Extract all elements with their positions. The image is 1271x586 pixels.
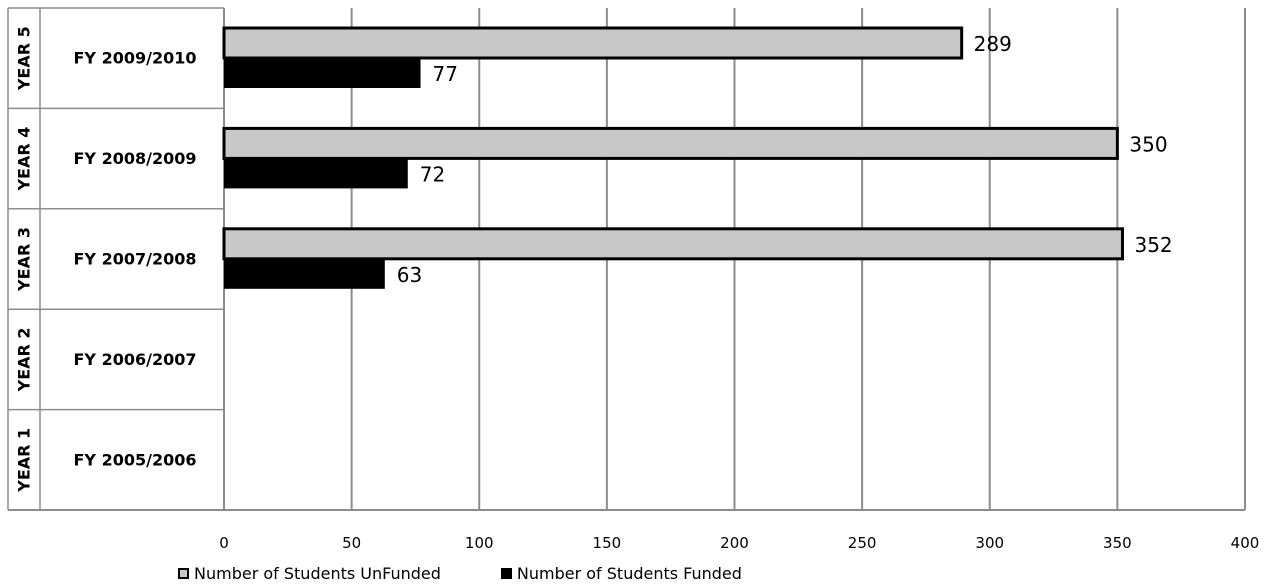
x-tick-label: 150: [593, 534, 622, 552]
data-label: 289: [974, 32, 1012, 56]
category-fy-label: FY 2008/2009: [74, 149, 197, 168]
x-tick-label: 350: [1103, 534, 1132, 552]
legend-item-funded: Number of Students Funded: [500, 564, 742, 583]
category-year-label: YEAR 2: [15, 327, 34, 392]
category-axis: YEAR 5 FY 2009/2010 YEAR 4 FY 2008/2009 YEAR…: [7, 7, 224, 511]
bar-unfunded: [222, 126, 1119, 160]
data-label: 352: [1134, 233, 1172, 257]
data-label: 350: [1129, 132, 1167, 156]
x-tick-label: 0: [219, 534, 229, 552]
category-year-label: YEAR 1: [15, 428, 34, 493]
legend-item-unfunded: Number of Students UnFunded: [178, 564, 441, 583]
category-year-label: YEAR 5: [15, 26, 34, 91]
x-tick-label: 200: [720, 534, 749, 552]
category-fy-label: FY 2009/2010: [74, 49, 197, 68]
category-fy-label: FY 2005/2006: [74, 450, 197, 469]
data-label: 72: [420, 162, 445, 186]
legend-swatch-funded: [500, 568, 512, 579]
legend-label-unfunded: Number of Students UnFunded: [194, 564, 441, 583]
category-year-label: YEAR 3: [15, 227, 34, 292]
legend-swatch-unfunded: [178, 568, 189, 579]
bar-chart: YEAR 5 FY 2009/2010 YEAR 4 FY 2008/2009 YEAR…: [7, 7, 1259, 552]
x-tick-label: 50: [342, 534, 361, 552]
bar-funded: [224, 258, 385, 289]
bar-unfunded: [222, 227, 1124, 261]
data-label: 77: [433, 62, 458, 86]
category-fy-label: FY 2007/2008: [74, 250, 197, 269]
bar-unfunded: [222, 26, 964, 60]
category-fy-label: FY 2006/2007: [74, 350, 197, 369]
bar-funded: [224, 158, 408, 189]
bars: 289 77 350 72 352 63: [222, 26, 1173, 289]
x-tick-label: 400: [1231, 534, 1260, 552]
bar-funded: [224, 58, 421, 88]
x-tick-label: 300: [975, 534, 1004, 552]
legend: Number of Students UnFunded Number of St…: [178, 564, 742, 583]
data-label: 63: [397, 263, 422, 287]
category-year-label: YEAR 4: [15, 127, 34, 192]
x-axis-ticks: 0 50 100 150 200 250 300 350 400: [219, 534, 1259, 552]
x-tick-label: 250: [848, 534, 877, 552]
legend-label-funded: Number of Students Funded: [516, 564, 742, 583]
x-tick-label: 100: [465, 534, 494, 552]
